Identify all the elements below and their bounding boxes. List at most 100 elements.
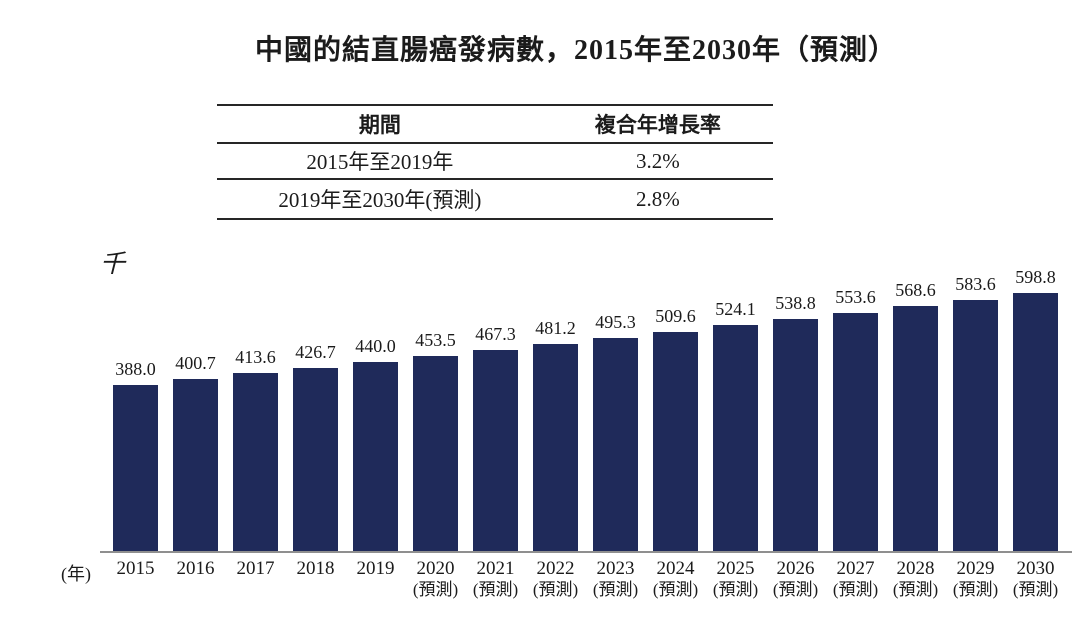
header-cagr: 複合年增長率	[594, 113, 721, 137]
bar-column-2025: 524.1	[713, 299, 758, 553]
x-forecast-label: (預測)	[832, 580, 879, 599]
x-label-2029: 2029 (預測)	[953, 558, 998, 600]
x-forecast-label: (預測)	[772, 580, 819, 599]
bar-value-label-2022: 481.2	[535, 318, 576, 338]
x-year-label: 2022	[536, 558, 575, 579]
cagr-table: 期間 複合年增長率 2015年至2019年 3.2% 2019年至2030年(預…	[217, 104, 773, 220]
row2-period: 2019年至2030年(預測)	[278, 188, 482, 212]
x-label-2024: 2024 (預測)	[653, 558, 698, 600]
x-label-2027: 2027 (預測)	[833, 558, 878, 600]
bar-2016	[173, 379, 218, 553]
y-axis-unit-label: 千	[100, 251, 126, 278]
bar-column-2019: 440.0	[353, 336, 398, 553]
bar-column-2017: 413.6	[233, 347, 278, 553]
x-label-2030: 2030 (預測)	[1013, 558, 1058, 600]
header-period: 期間	[358, 113, 401, 137]
row1-period: 2015年至2019年	[306, 150, 454, 174]
bar-column-2026: 538.8	[773, 293, 818, 553]
x-year-label: 2029	[956, 558, 995, 579]
x-year-label: 2020	[416, 558, 455, 579]
x-forecast-label: (預測)	[532, 580, 579, 599]
x-label-2019: 2019	[353, 558, 398, 600]
x-forecast-label: (預測)	[472, 580, 519, 599]
x-year-label: 2019	[356, 558, 395, 579]
bar-column-2018: 426.7	[293, 342, 338, 553]
x-year-label: 2023	[596, 558, 635, 579]
chart-title: 中國的結直腸癌發病數，2015年至2030年（預測）	[254, 35, 897, 66]
x-label-2015: 2015	[113, 558, 158, 600]
bar-column-2027: 553.6	[833, 287, 878, 553]
x-year-label: 2027	[836, 558, 875, 579]
cagr-table-header-row: 期間 複合年增長率	[217, 106, 773, 144]
x-label-2021: 2021 (預測)	[473, 558, 518, 600]
bar-column-2023: 495.3	[593, 312, 638, 553]
bar-2021	[473, 350, 518, 553]
x-label-2026: 2026 (預測)	[773, 558, 818, 600]
bar-value-label-2030: 598.8	[1015, 267, 1056, 287]
bar-2020	[413, 356, 458, 553]
bar-column-2022: 481.2	[533, 318, 578, 553]
bar-2027	[833, 313, 878, 553]
bar-value-label-2024: 509.6	[655, 306, 696, 326]
x-axis-line	[100, 551, 1072, 553]
bar-column-2030: 598.8	[1013, 267, 1058, 553]
bar-value-label-2025: 524.1	[715, 299, 756, 319]
bar-value-label-2020: 453.5	[415, 330, 456, 350]
bar-value-label-2018: 426.7	[295, 342, 336, 362]
x-year-label: 2018	[296, 558, 335, 579]
row1-cagr: 3.2%	[636, 148, 680, 173]
bar-value-label-2023: 495.3	[595, 312, 636, 332]
bar-2024	[653, 332, 698, 553]
bar-value-label-2029: 583.6	[955, 274, 996, 294]
x-label-2017: 2017	[233, 558, 278, 600]
bar-column-2016: 400.7	[173, 353, 218, 553]
bar-2015	[113, 385, 158, 553]
table-row: 2015年至2019年 3.2%	[217, 144, 773, 180]
bar-value-label-2019: 440.0	[355, 336, 396, 356]
x-axis-labels: 2015 2016 2017 2018 2019 2020 (預測) 2021 (預測) 2022…	[113, 558, 1059, 600]
x-label-2020: 2020 (預測)	[413, 558, 458, 600]
x-forecast-label: (預測)	[592, 580, 639, 599]
x-year-label: 2021	[476, 558, 515, 579]
x-year-label: 2015	[116, 558, 155, 579]
bar-2028	[893, 306, 938, 553]
bar-value-label-2021: 467.3	[475, 324, 516, 344]
x-forecast-label: (預測)	[1012, 580, 1059, 599]
bar-column-2029: 583.6	[953, 274, 998, 553]
x-year-label: 2030	[1016, 558, 1055, 579]
x-year-label: 2017	[236, 558, 275, 579]
bar-2022	[533, 344, 578, 553]
bar-column-2024: 509.6	[653, 306, 698, 553]
bar-value-label-2027: 553.6	[835, 287, 876, 307]
x-forecast-label: (預測)	[892, 580, 939, 599]
bar-column-2028: 568.6	[893, 280, 938, 553]
bar-value-label-2015: 388.0	[115, 359, 156, 379]
x-label-2028: 2028 (預測)	[893, 558, 938, 600]
bar-chart: 388.0 400.7 413.6 426.7 440.0 453.5 467.3 481.2…	[113, 265, 1058, 553]
row2-cagr: 2.8%	[636, 186, 680, 211]
x-label-2025: 2025 (預測)	[713, 558, 758, 600]
bar-value-label-2026: 538.8	[775, 293, 816, 313]
x-year-label: 2024	[656, 558, 695, 579]
x-forecast-label: (預測)	[652, 580, 699, 599]
bar-value-label-2017: 413.6	[235, 347, 276, 367]
x-label-2018: 2018	[293, 558, 338, 600]
x-year-label: 2026	[776, 558, 815, 579]
x-label-2023: 2023 (預測)	[593, 558, 638, 600]
bar-column-2021: 467.3	[473, 324, 518, 553]
bar-2017	[233, 373, 278, 553]
bar-2026	[773, 319, 818, 553]
bar-2023	[593, 338, 638, 553]
bar-column-2020: 453.5	[413, 330, 458, 553]
bar-2029	[953, 300, 998, 553]
x-year-label: 2025	[716, 558, 755, 579]
x-forecast-label: (預測)	[412, 580, 459, 599]
bar-value-label-2028: 568.6	[895, 280, 936, 300]
bar-column-2015: 388.0	[113, 359, 158, 553]
bar-2018	[293, 368, 338, 553]
x-year-label: 2028	[896, 558, 935, 579]
x-label-2016: 2016	[173, 558, 218, 600]
table-row: 2019年至2030年(預測) 2.8%	[217, 180, 773, 220]
x-forecast-label: (預測)	[712, 580, 759, 599]
x-axis-unit-label: (年)	[61, 564, 91, 584]
